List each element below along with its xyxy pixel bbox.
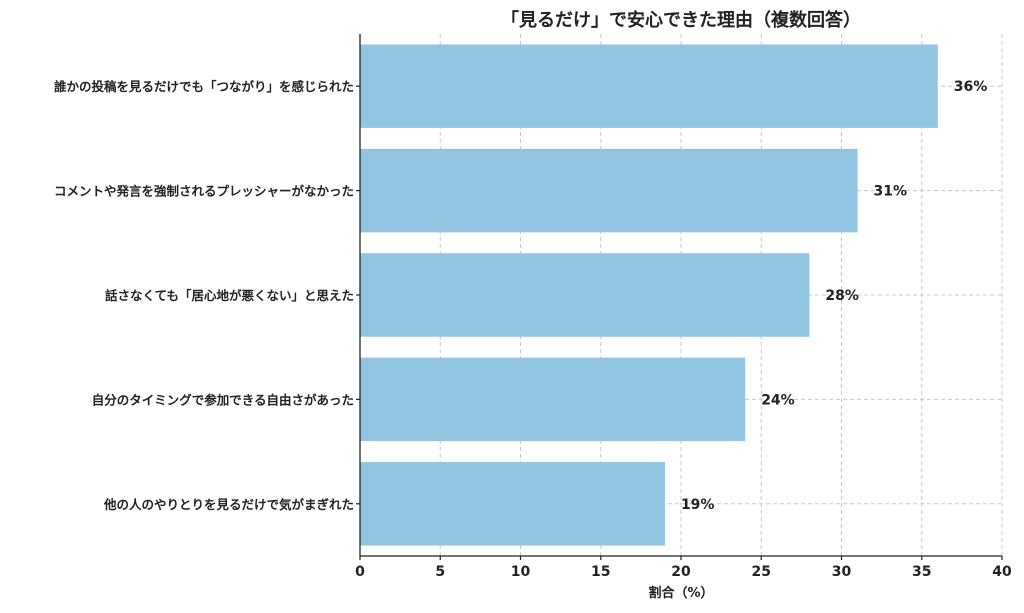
value-label-2: 28% [825, 288, 859, 304]
category-label-4: 他の人のやりとりを見るだけで気がまぎれた [103, 497, 354, 512]
bar-0 [360, 44, 938, 128]
bar-1 [360, 148, 858, 233]
bar-2 [360, 253, 810, 337]
x-tick-label-0: 0 [355, 564, 365, 580]
x-tick-label-10: 10 [511, 564, 531, 580]
x-tick-label-5: 5 [435, 564, 445, 580]
x-tick-label-40: 40 [992, 564, 1012, 580]
category-label-1: コメントや発言を強制されるプレッシャーがなかった [54, 184, 354, 199]
x-tick-label-30: 30 [832, 564, 852, 580]
bar-3 [360, 357, 746, 442]
value-label-0: 36% [954, 79, 988, 95]
category-label-0: 誰かの投稿を見るだけでも「つながり」を感じられた [54, 79, 354, 94]
labels: 36% 誰かの投稿を見るだけでも「つながり」を感じられた 31% コメントや発言を強制… [54, 79, 1012, 580]
bars [360, 44, 938, 546]
x-axis-label: 割合（%） [648, 585, 713, 601]
x-tick-label-25: 25 [752, 564, 771, 580]
bar-4 [360, 462, 665, 546]
value-label-4: 19% [681, 497, 715, 513]
x-tick-label-35: 35 [912, 564, 931, 580]
x-tick-label-15: 15 [591, 564, 610, 580]
chart-title: 「見るだけ」で安心できた理由（複数回答） [501, 9, 861, 31]
value-label-3: 24% [761, 392, 795, 408]
value-label-1: 31% [874, 184, 908, 200]
x-tick-label-20: 20 [671, 564, 691, 580]
category-label-2: 話さなくても「居心地が悪くない」と思えた [105, 288, 354, 303]
axes [356, 34, 1003, 560]
category-label-3: 自分のタイミングで参加できる自由さがあった [92, 392, 354, 407]
